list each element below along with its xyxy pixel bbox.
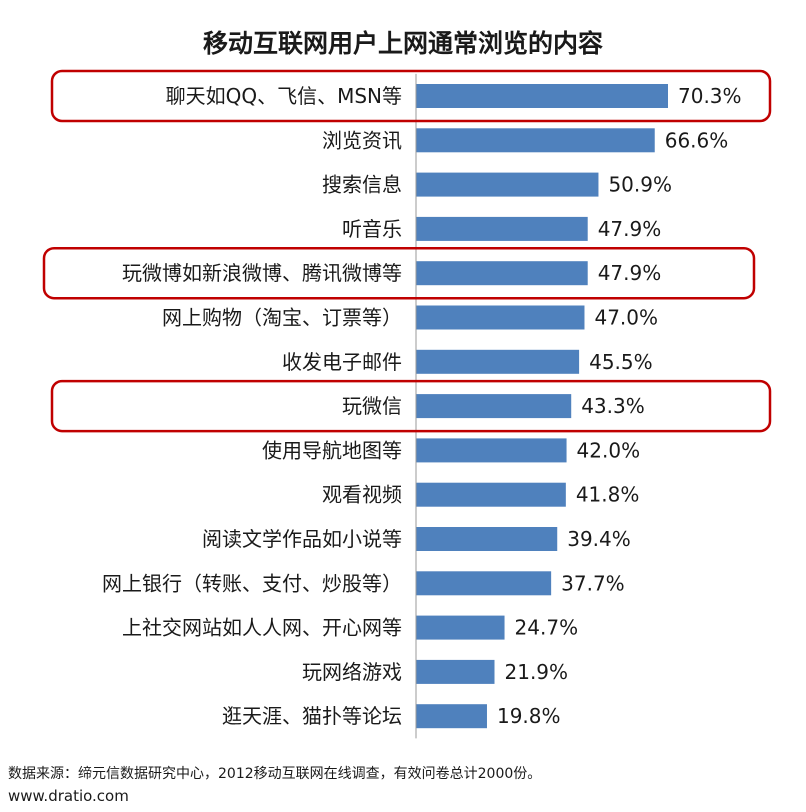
value-label: 21.9% <box>505 660 569 684</box>
value-label: 47.9% <box>598 217 662 241</box>
highlight-box <box>50 379 772 433</box>
category-label: 玩微博如新浪微博、腾讯微博等 <box>122 261 402 285</box>
value-label: 42.0% <box>577 438 641 462</box>
highlight-box <box>42 246 756 300</box>
bar <box>416 172 599 197</box>
value-label: 50.9% <box>608 173 672 197</box>
category-label: 逛天涯、猫扑等论坛 <box>222 704 402 728</box>
category-label: 网上银行（转账、支付、炒股等） <box>102 571 402 595</box>
source-url: www.dratio.com <box>8 787 129 805</box>
category-label: 阅读文学作品如小说等 <box>202 527 402 551</box>
category-label: 观看视频 <box>322 483 402 507</box>
value-label: 19.8% <box>497 704 561 728</box>
bar <box>416 704 487 729</box>
category-label: 搜索信息 <box>322 173 402 197</box>
category-label: 收发电子邮件 <box>282 350 402 374</box>
value-label: 24.7% <box>515 616 579 640</box>
highlight-layer <box>42 69 772 433</box>
bar <box>416 527 558 551</box>
category-label: 上社交网站如人人网、开心网等 <box>122 616 402 640</box>
value-label: 43.3% <box>581 394 645 418</box>
category-label: 聊天如QQ、飞信、MSN等 <box>166 84 402 108</box>
value-label: 47.0% <box>594 306 658 330</box>
value-label: 45.5% <box>589 350 653 374</box>
value-label: 41.8% <box>576 483 640 507</box>
bar <box>416 305 585 330</box>
bar <box>416 261 588 286</box>
category-label: 玩网络游戏 <box>302 660 402 684</box>
bars-layer: 聊天如QQ、飞信、MSN等 70.3% 浏览资讯 66.6% 搜索信息 50.9% 听音乐 4… <box>102 73 742 739</box>
highlight-box <box>50 69 772 123</box>
bar <box>416 438 567 463</box>
value-label: 47.9% <box>598 261 662 285</box>
value-label: 66.6% <box>665 128 729 152</box>
category-label: 网上购物（淘宝、订票等） <box>162 306 402 330</box>
bar <box>416 84 668 108</box>
source-note: 数据来源：缔元信数据研究中心，2012移动互联网在线调查，有效问卷总计2000份… <box>8 765 541 782</box>
category-label: 浏览资讯 <box>322 128 402 152</box>
category-label: 听音乐 <box>342 217 402 241</box>
chart-title: 移动互联网用户上网通常浏览的内容 <box>203 29 603 58</box>
bar <box>416 128 655 153</box>
bar <box>416 349 580 374</box>
bar <box>416 571 552 596</box>
category-label: 玩微信 <box>342 394 402 418</box>
bar <box>416 216 588 241</box>
footer: 数据来源：缔元信数据研究中心，2012移动互联网在线调查，有效问卷总计2000份… <box>8 765 541 805</box>
value-label: 37.7% <box>561 571 625 595</box>
value-label: 70.3% <box>678 84 742 108</box>
category-label: 使用导航地图等 <box>262 438 402 462</box>
bar <box>416 482 566 507</box>
bar <box>416 394 572 419</box>
bar <box>416 659 495 684</box>
bar <box>416 615 505 640</box>
value-label: 39.4% <box>567 527 631 551</box>
